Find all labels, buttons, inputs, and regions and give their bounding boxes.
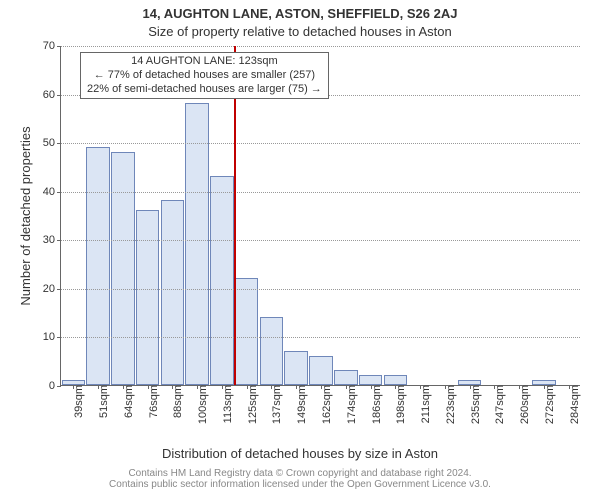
bar	[235, 278, 259, 385]
annotation-box: 14 AUGHTON LANE: 123sqm ← 77% of detache…	[80, 52, 329, 99]
bar	[111, 152, 135, 385]
x-axis-title: Distribution of detached houses by size …	[0, 446, 600, 461]
xtick-label: 113sqm	[220, 385, 234, 423]
grid-line	[61, 289, 580, 290]
xtick-label: 137sqm	[269, 385, 283, 424]
grid-line	[61, 46, 580, 47]
annotation-line: 22% of semi-detached houses are larger (…	[87, 83, 322, 97]
bar	[384, 375, 408, 385]
footer-line: Contains public sector information licen…	[0, 479, 600, 490]
bar	[136, 210, 160, 385]
xtick-label: 260sqm	[517, 385, 531, 424]
xtick-label: 76sqm	[146, 385, 160, 418]
grid-line	[61, 192, 580, 193]
ytick-label: 60	[43, 89, 61, 101]
ytick-label: 40	[43, 186, 61, 198]
y-axis-label: Number of detached properties	[18, 126, 33, 305]
bar	[210, 176, 234, 385]
ytick-label: 0	[49, 380, 61, 392]
footer-credits: Contains HM Land Registry data © Crown c…	[0, 468, 600, 490]
grid-line	[61, 337, 580, 338]
xtick-label: 88sqm	[170, 385, 184, 418]
bar	[284, 351, 308, 385]
xtick-label: 174sqm	[344, 385, 358, 424]
bar	[86, 147, 110, 385]
ytick-label: 10	[43, 331, 61, 343]
xtick-label: 51sqm	[96, 385, 110, 418]
chart-container: 14, AUGHTON LANE, ASTON, SHEFFIELD, S26 …	[0, 0, 600, 500]
xtick-label: 272sqm	[542, 385, 556, 424]
page-title: 14, AUGHTON LANE, ASTON, SHEFFIELD, S26 …	[0, 6, 600, 21]
xtick-label: 284sqm	[567, 385, 581, 424]
footer-line: Contains HM Land Registry data © Crown c…	[0, 468, 600, 479]
grid-line	[61, 240, 580, 241]
ytick-label: 50	[43, 137, 61, 149]
bar	[185, 103, 209, 385]
ytick-label: 20	[43, 283, 61, 295]
xtick-label: 198sqm	[393, 385, 407, 424]
bar	[309, 356, 333, 385]
xtick-label: 162sqm	[319, 385, 333, 424]
grid-line	[61, 143, 580, 144]
ytick-label: 30	[43, 234, 61, 246]
annotation-line: ← 77% of detached houses are smaller (25…	[87, 69, 322, 83]
chart-subtitle: Size of property relative to detached ho…	[0, 24, 600, 39]
xtick-label: 186sqm	[369, 385, 383, 424]
xtick-label: 235sqm	[468, 385, 482, 424]
xtick-label: 100sqm	[195, 385, 209, 424]
bar	[359, 375, 383, 385]
annotation-line: 14 AUGHTON LANE: 123sqm	[87, 55, 322, 69]
xtick-label: 64sqm	[121, 385, 135, 418]
bar	[334, 370, 358, 385]
xtick-label: 39sqm	[71, 385, 85, 418]
xtick-label: 223sqm	[443, 385, 457, 424]
xtick-label: 247sqm	[492, 385, 506, 424]
bar	[161, 200, 185, 385]
xtick-label: 125sqm	[245, 385, 259, 424]
xtick-label: 211sqm	[418, 385, 432, 423]
xtick-label: 149sqm	[294, 385, 308, 424]
ytick-label: 70	[43, 40, 61, 52]
bar	[260, 317, 284, 385]
